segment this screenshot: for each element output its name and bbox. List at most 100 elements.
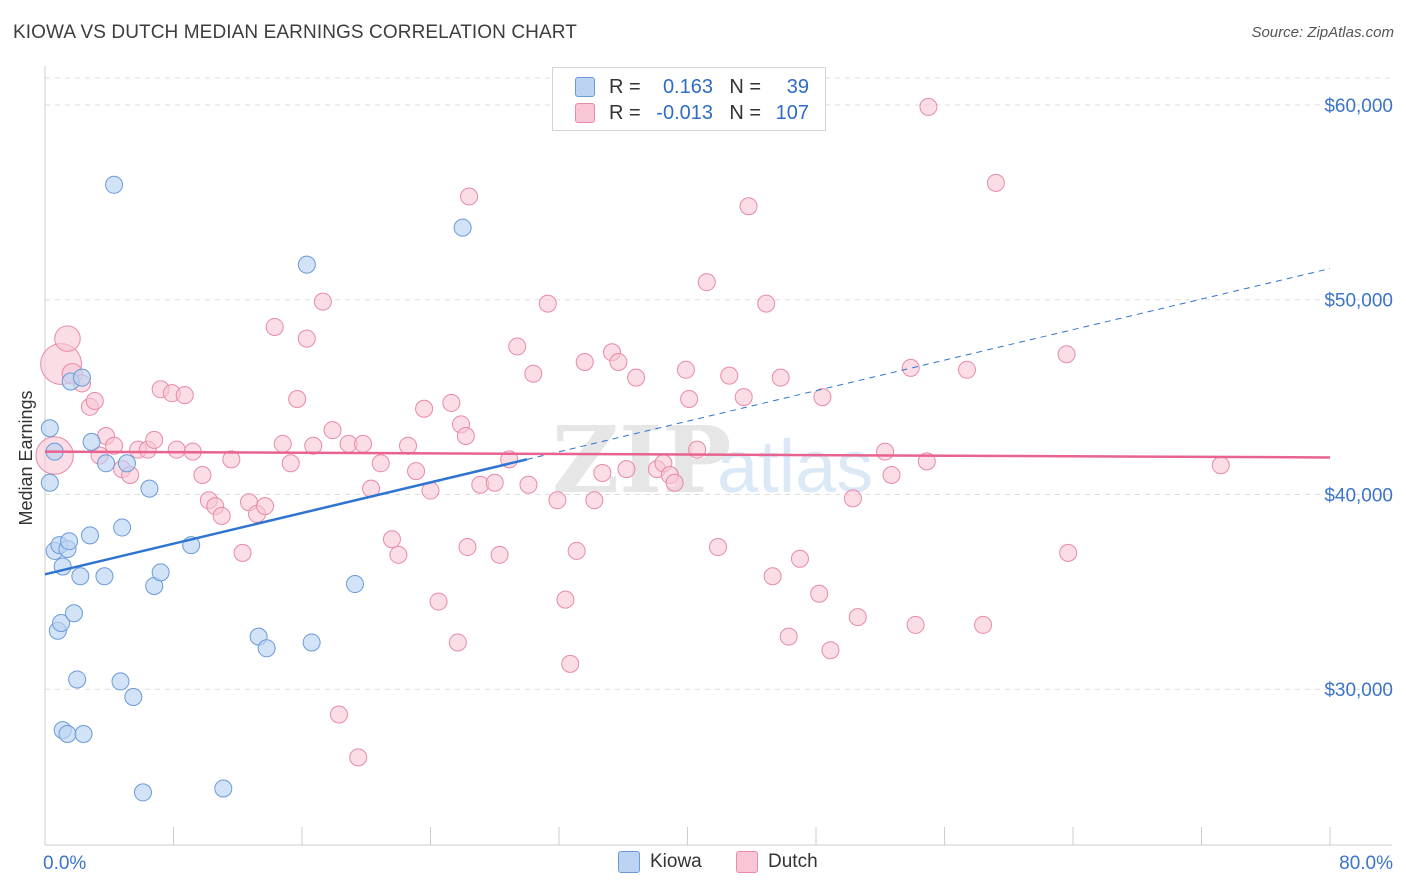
dutch-point (906, 615, 925, 634)
dutch-point (323, 421, 342, 440)
n-value: 39 (786, 75, 809, 98)
dutch-point (1057, 345, 1076, 364)
dutch-point (265, 317, 284, 336)
kiowa-point (214, 779, 233, 798)
kiowa-point (68, 670, 87, 689)
dutch-point (288, 390, 307, 409)
dutch-point (538, 294, 557, 313)
r-label: R = (609, 101, 641, 124)
dutch-point (917, 452, 936, 471)
kiowa-point (140, 479, 159, 498)
kiowa-points (40, 175, 472, 802)
dutch-point (821, 641, 840, 660)
r-value: -0.013 (656, 101, 713, 124)
dutch-point (757, 294, 776, 313)
dutch-point (974, 615, 993, 634)
kiowa-trend-line (44, 458, 528, 576)
kiowa-legend-label: Kiowa (650, 851, 702, 872)
dutch-point (145, 430, 164, 449)
n-label: N = (729, 101, 761, 124)
n-value: 107 (775, 101, 809, 124)
dutch-point (460, 187, 479, 206)
axis-labels: $30,000 $40,000 $50,000 $60,000 0.0% 80.0% Med… (16, 96, 1393, 874)
y-axis-title: Median Earnings (16, 390, 36, 525)
kiowa-swatch (575, 77, 595, 97)
dutch-point (458, 538, 477, 557)
dutch-point (810, 584, 829, 603)
chart-title: KIOWA VS DUTCH MEDIAN EARNINGS CORRELATI… (13, 22, 577, 43)
dutch-points (35, 97, 1230, 767)
dutch-swatch (736, 851, 758, 873)
kiowa-point (80, 526, 99, 545)
kiowa-point (257, 639, 276, 658)
dutch-point (85, 391, 104, 410)
kiowa-point (97, 454, 116, 473)
kiowa-point (82, 432, 101, 451)
dutch-point (734, 388, 753, 407)
legend-row-kiowa: R = 0.163 N = 39 (575, 74, 809, 100)
dutch-point (329, 705, 348, 724)
dutch-point (415, 399, 434, 418)
trend-lines (44, 268, 1331, 576)
dutch-point (986, 173, 1005, 192)
dutch-swatch (575, 103, 595, 123)
dutch-point (556, 590, 575, 609)
dutch-point (790, 549, 809, 568)
dutch-point (763, 567, 782, 586)
dutch-point (490, 545, 509, 564)
y-tick-label: $40,000 (1324, 485, 1393, 506)
dutch-point (429, 592, 448, 611)
dutch-point (193, 465, 212, 484)
kiowa-point (124, 687, 143, 706)
kiowa-point (74, 724, 93, 743)
dutch-point (297, 329, 316, 348)
dutch-point (1211, 456, 1230, 475)
kiowa-point (72, 368, 91, 387)
kiowa-point (105, 175, 124, 194)
dutch-point (304, 436, 323, 455)
dutch-point (901, 358, 920, 377)
dutch-point (407, 462, 426, 481)
dutch-point (167, 440, 186, 459)
r-value: 0.163 (662, 75, 713, 98)
dutch-point (54, 325, 81, 352)
legend-row-dutch: R = -0.013 N = 107 (575, 100, 809, 126)
watermark-zip: ZIP (552, 406, 731, 514)
dutch-point (399, 436, 418, 455)
dutch-point (876, 442, 895, 461)
kiowa-point (117, 454, 136, 473)
x-tick-label-min: 0.0% (43, 853, 86, 874)
kiowa-point (71, 567, 90, 586)
x-tick-label-max: 80.0% (1339, 853, 1393, 874)
dutch-point (256, 497, 275, 516)
dutch-point (485, 473, 504, 492)
y-tick-label: $30,000 (1324, 680, 1393, 701)
dutch-point (456, 427, 475, 446)
grid-lines (45, 77, 1392, 690)
dutch-point (561, 654, 580, 673)
dutch-point (779, 627, 798, 646)
kiowa-point (40, 473, 59, 492)
y-tick-label: $60,000 (1324, 96, 1393, 117)
dutch-point (720, 366, 739, 385)
dutch-point (709, 538, 728, 557)
source-label: Source: ZipAtlas.com (1251, 24, 1394, 41)
dutch-point (739, 197, 758, 216)
kiowa-trend-extension (526, 268, 1331, 460)
kiowa-point (297, 255, 316, 274)
kiowa-point (64, 604, 83, 623)
kiowa-point (40, 419, 59, 438)
dutch-point (665, 473, 684, 492)
r-label: R = (609, 75, 641, 98)
dutch-legend-label: Dutch (768, 851, 818, 872)
dutch-point (442, 393, 461, 412)
kiowa-point (346, 575, 365, 594)
dutch-point (882, 465, 901, 484)
dutch-trend-line (44, 450, 1331, 459)
kiowa-point (151, 563, 170, 582)
dutch-point (919, 97, 938, 116)
kiowa-point (302, 633, 321, 652)
correlation-legend: R = 0.163 N = 39 R = -0.013 N = 107 (552, 67, 826, 131)
